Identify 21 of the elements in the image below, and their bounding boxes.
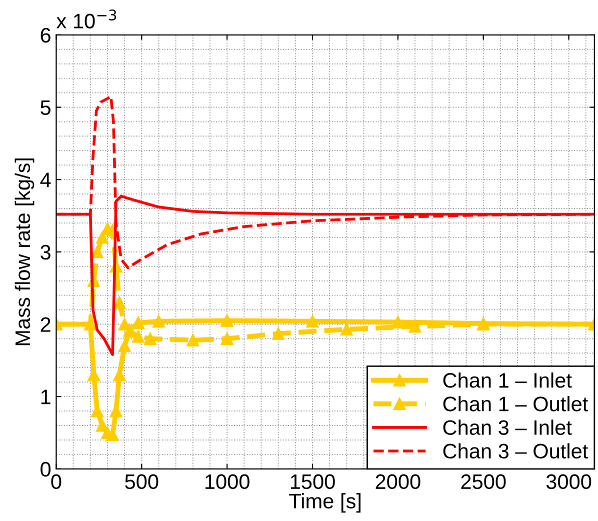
x-tick-label: 500: [125, 474, 158, 490]
legend-label: Chan 3 – Inlet: [443, 420, 572, 435]
legend-label: Chan 1 – Outlet: [443, 396, 588, 412]
x-tick-label: 2500: [461, 474, 506, 490]
x-tick-label: 1000: [205, 474, 250, 490]
y-tick-label: 5: [40, 100, 50, 115]
x-tick-label: 0: [51, 474, 62, 490]
legend-label: Chan 1 – Inlet: [443, 372, 572, 388]
y-tick-label: 2: [40, 317, 50, 332]
legend-label: Chan 3 – Outlet: [443, 443, 588, 459]
y-axis-title: Mass flow rate [kg/s]: [14, 158, 34, 346]
x-tick-label: 2000: [376, 474, 420, 490]
y-tick-label: 4: [40, 172, 51, 188]
x-tick-label: 3000: [546, 474, 592, 490]
y-tick-label: 6: [40, 28, 50, 43]
x-axis-title: Time [s]: [289, 493, 360, 513]
y-tick-label: 1: [41, 390, 50, 404]
x-tick-label: 1500: [290, 474, 335, 490]
y-tick-label: 3: [40, 244, 50, 260]
y-tick-label: 0: [40, 462, 51, 477]
text: x 10$^{−3}$: [56, 9, 116, 28]
